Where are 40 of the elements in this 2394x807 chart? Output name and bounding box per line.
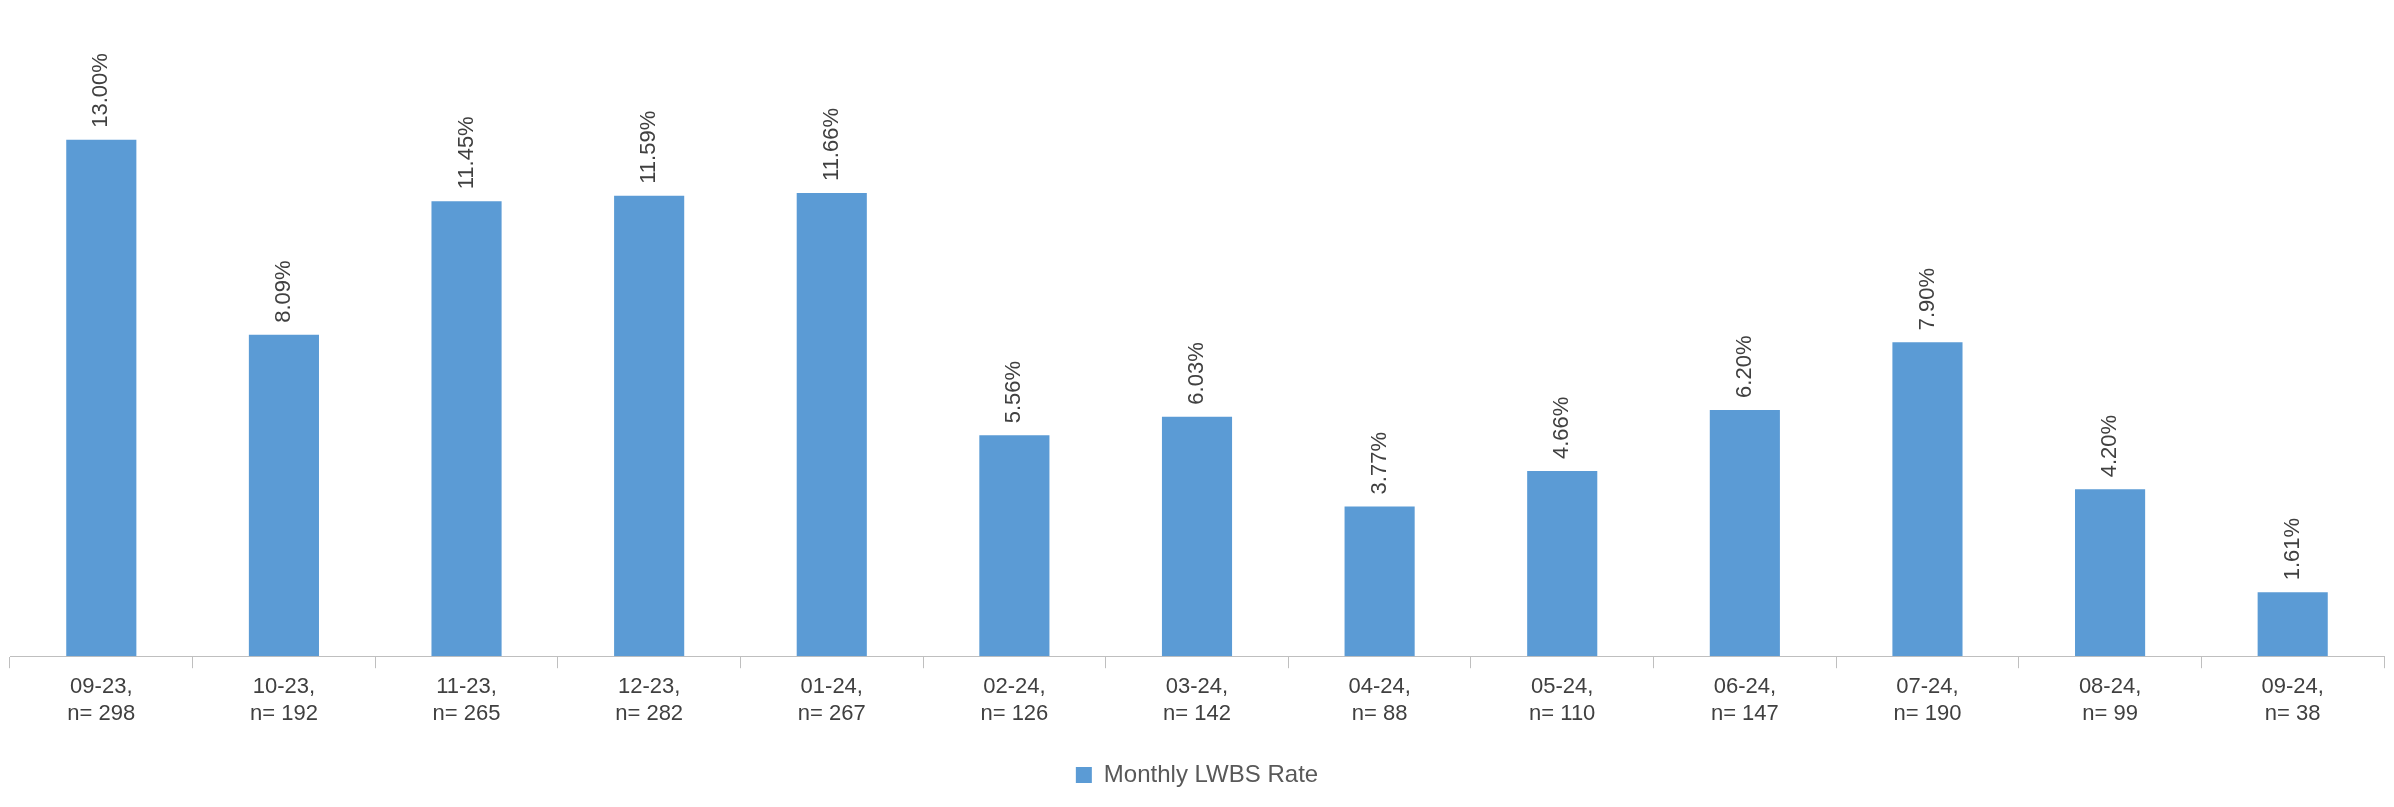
x-tick-label: 04-24, n= 88 [1348,673,1411,725]
bar [1892,342,1963,657]
bar [1161,416,1233,657]
data-label: 8.09% [269,260,295,323]
x-tick-label: 06-24, n= 147 [1710,673,1779,725]
bar [1527,471,1598,657]
data-label: 4.20% [2096,414,2122,478]
x-tick-label: 09-23, n= 298 [67,673,136,725]
data-label: 3.77% [1365,432,1391,495]
x-tick-label: 09-24, n= 38 [2261,673,2324,725]
bar [614,195,685,657]
x-tick-label: 03-24, n= 142 [1163,673,1231,725]
data-label: 11.45% [452,116,478,190]
x-tick-label: 10-23, n= 192 [249,673,318,725]
data-label: 6.20% [1730,335,1756,398]
data-label: 6.03% [1183,342,1209,405]
data-label: 5.56% [1000,360,1026,424]
data-label: 13.00% [87,53,113,128]
bar [248,334,319,657]
bar [796,192,867,657]
x-tick-label: 05-24, n= 110 [1529,673,1596,725]
bar [2075,489,2146,657]
data-label: 11.66% [817,107,843,181]
legend-label: Monthly LWBS Rate [1103,759,1319,787]
data-label: 1.61% [2278,517,2304,581]
bar [1344,506,1415,657]
bar [2257,592,2328,657]
data-label: 4.66% [1548,396,1574,460]
bar [979,435,1050,657]
bar [431,201,502,657]
x-tick-label: 08-24, n= 99 [2078,673,2142,725]
bar [66,139,137,657]
bar [1709,409,1780,657]
x-tick-label: 07-24, n= 190 [1893,673,1962,725]
x-tick-label: 02-24, n= 126 [980,673,1049,725]
x-tick-label: 11-23, n= 265 [432,673,501,725]
x-tick-label: 12-23, n= 282 [615,673,684,725]
x-tick-label: 01-24, n= 267 [797,673,866,725]
data-label: 7.90% [1913,267,1939,331]
data-label: 11.59% [635,110,661,184]
